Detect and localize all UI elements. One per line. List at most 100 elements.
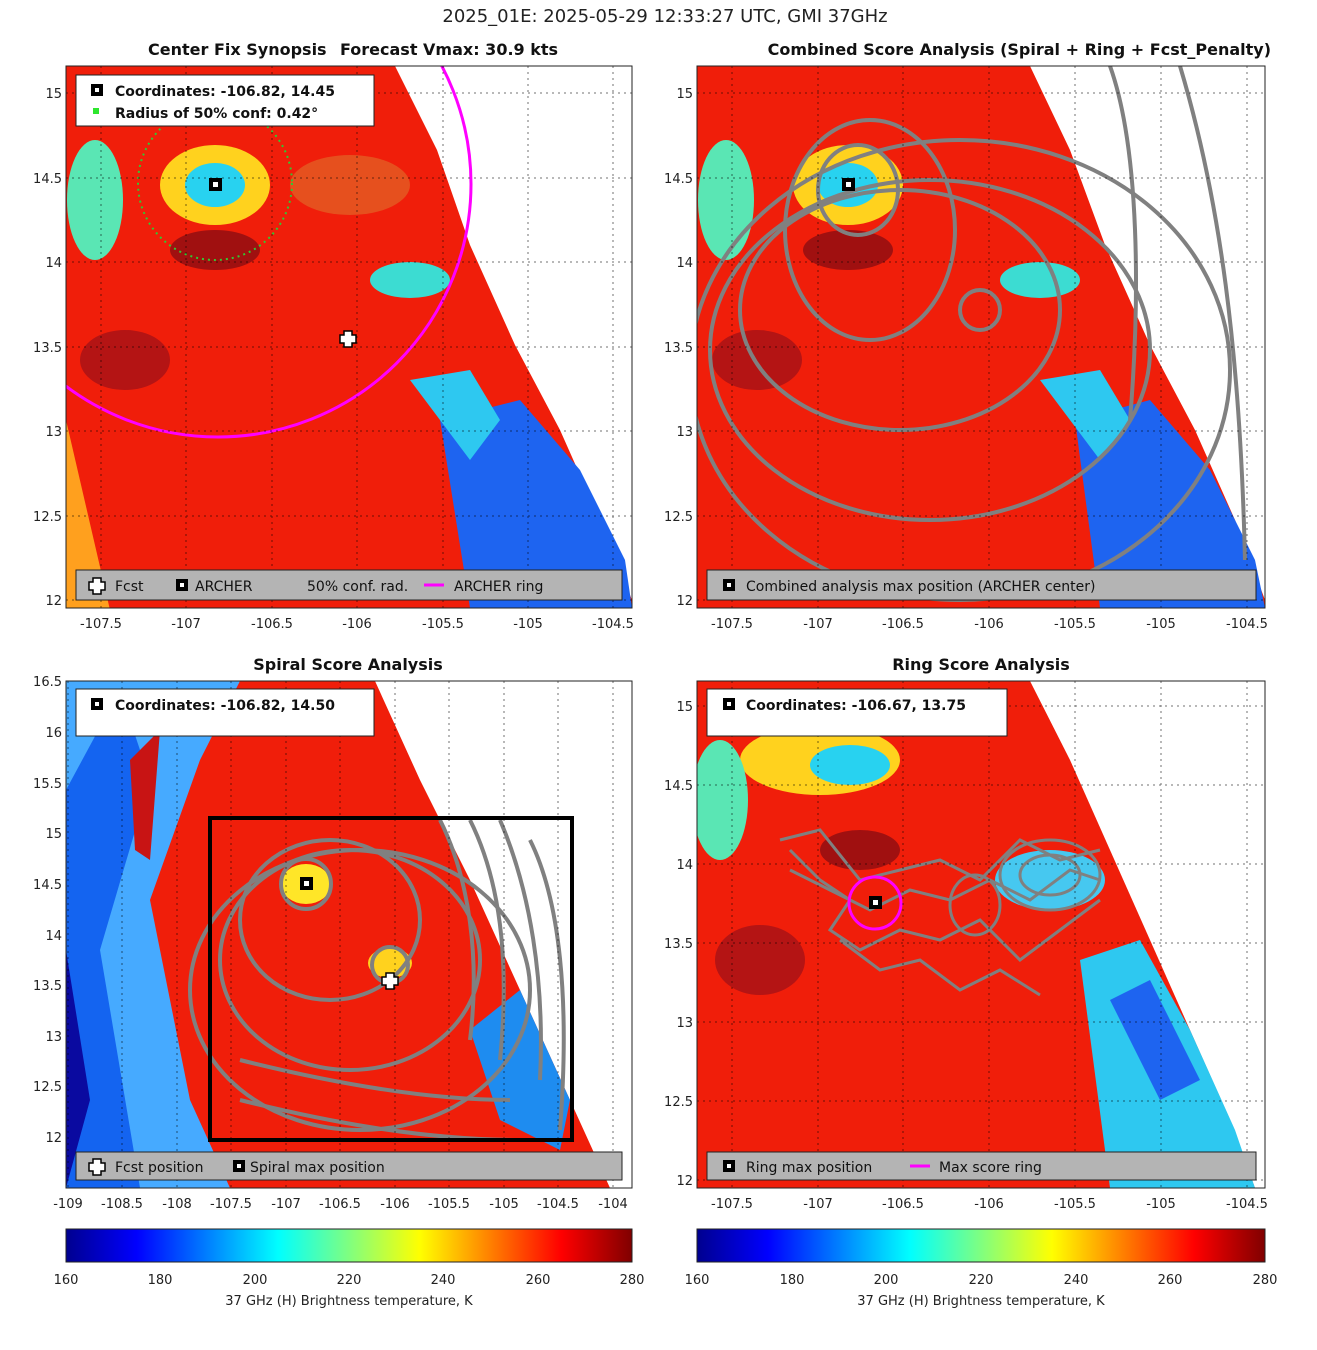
panel-ring: Ring Score Analysis (664, 655, 1268, 1212)
cb-tick: 160 (54, 1273, 79, 1288)
ytick: 13.5 (664, 937, 693, 952)
xtick: -106.5 (251, 617, 293, 632)
cb-tick: 240 (1064, 1273, 1089, 1288)
xtick: -107 (803, 1197, 833, 1212)
panel2-legend: Combined analysis max position (ARCHER c… (706, 569, 1257, 601)
ytick: 12.5 (664, 510, 693, 525)
legend-spiral-max: Spiral max position (250, 1160, 385, 1176)
panel4-max-ring (847, 875, 903, 931)
xtick: -108 (162, 1197, 192, 1212)
cb-tick: 260 (526, 1273, 551, 1288)
ytick: 12 (45, 1131, 62, 1146)
panel1-xticks: -107.5 -107 -106.5 -106 -105.5 -105 -104… (80, 617, 634, 632)
xtick: -107 (171, 617, 201, 632)
ytick: 16.5 (33, 675, 62, 690)
panel2-xticks: -107.5 -107 -106.5 -106 -105.5 -105 -104… (711, 617, 1268, 632)
panel3-grid (67, 681, 614, 1188)
cb-tick: 200 (243, 1273, 268, 1288)
panel3-max-marker (300, 877, 313, 890)
xtick: -105 (1146, 1197, 1176, 1212)
panel1-conf-circle (137, 105, 293, 261)
xtick: -104.5 (1226, 1197, 1268, 1212)
xtick: -109 (53, 1197, 83, 1212)
ytick: 12.5 (33, 1080, 62, 1095)
cb-tick: 200 (874, 1273, 899, 1288)
panel3-fcst-marker (381, 972, 399, 990)
panel1-cold-region (440, 400, 632, 608)
panel1-info-box: Coordinates: -106.82, 14.45 Radius of 50… (75, 74, 375, 127)
panel4-title: Ring Score Analysis (892, 655, 1070, 674)
ytick: 14.5 (33, 878, 62, 893)
xtick: -106 (342, 617, 372, 632)
legend-combined-max: Combined analysis max position (ARCHER c… (746, 579, 1095, 595)
ytick: 14.5 (664, 779, 693, 794)
legend-max-score-ring: Max score ring (939, 1160, 1042, 1176)
legend-fcst: Fcst (115, 579, 144, 595)
panel4-yticks: 12 12.5 13 13.5 14 14.5 15 (664, 700, 693, 1189)
ytick: 12 (676, 594, 693, 609)
xtick: -105.5 (1054, 1197, 1096, 1212)
panel2-title: Combined Score Analysis (Spiral + Ring +… (768, 40, 1271, 59)
panel3-legend: Fcst position Spiral max position (75, 1151, 623, 1181)
panel3-title: Spiral Score Analysis (253, 655, 443, 674)
panel4-xticks: -107.5 -107 -106.5 -106 -105.5 -105 -104… (711, 1197, 1268, 1212)
cb-tick: 220 (337, 1273, 362, 1288)
colorbar-label: 37 GHz (H) Brightness temperature, K (857, 1294, 1105, 1309)
colorbar-left: 160 180 200 220 240 260 280 37 GHz (H) B… (54, 1228, 645, 1309)
colorbar-label: 37 GHz (H) Brightness temperature, K (225, 1294, 473, 1309)
panel1-coords: Coordinates: -106.82, 14.45 (115, 84, 335, 100)
xtick: -105 (1146, 617, 1176, 632)
cb-tick: 280 (1253, 1273, 1278, 1288)
ytick: 13 (676, 425, 693, 440)
panel4-coords: Coordinates: -106.67, 13.75 (746, 698, 966, 714)
panel2-max-marker (842, 178, 855, 191)
cb-tick: 280 (620, 1273, 645, 1288)
ytick: 13.5 (664, 341, 693, 356)
ytick: 12.5 (664, 1095, 693, 1110)
ytick: 13 (676, 1016, 693, 1031)
legend-conf: 50% conf. rad. (307, 579, 408, 595)
xtick: -105.5 (422, 617, 464, 632)
xtick: -106 (380, 1197, 410, 1212)
ytick: 15.5 (33, 777, 62, 792)
xtick: -106.5 (319, 1197, 361, 1212)
panel-center-fix: Center Fix Synopsis Forecast Vmax: 30.9 … (33, 40, 634, 632)
ytick: 13 (45, 425, 62, 440)
panel3-coords: Coordinates: -106.82, 14.50 (115, 698, 335, 714)
ytick: 12.5 (33, 510, 62, 525)
xtick: -106 (974, 617, 1004, 632)
xtick: -105.5 (1054, 617, 1096, 632)
legend-ring-max: Ring max position (746, 1160, 872, 1176)
ytick: 13.5 (33, 341, 62, 356)
panel1-vmax: Forecast Vmax: 30.9 kts (340, 40, 558, 59)
xtick: -105 (489, 1197, 519, 1212)
panel1-archer-ring (66, 66, 473, 439)
ytick: 14.5 (664, 172, 693, 187)
panel1-title: Center Fix Synopsis (148, 40, 327, 59)
colorbar-right: 160 180 200 220 240 260 280 37 GHz (H) B… (685, 1228, 1278, 1309)
panel4-max-marker (869, 896, 882, 909)
panel-spiral: Spiral Score Analysis (33, 655, 633, 1212)
xtick: -107.5 (711, 617, 753, 632)
xtick: -106 (974, 1197, 1004, 1212)
ytick: 12 (676, 1174, 693, 1189)
panel1-radius: Radius of 50% conf: 0.42° (115, 106, 318, 122)
cb-tick: 180 (780, 1273, 805, 1288)
xtick: -104.5 (592, 617, 634, 632)
panel4-info-box: Coordinates: -106.67, 13.75 (706, 688, 1008, 737)
panel2-yticks: 12 12.5 13 13.5 14 14.5 15 (664, 87, 693, 609)
ytick: 15 (676, 87, 693, 102)
cb-tick: 180 (148, 1273, 173, 1288)
legend-fcst-position: Fcst position (115, 1160, 203, 1176)
ytick: 16 (45, 726, 62, 741)
ytick: 14 (45, 929, 62, 944)
panel1-archer-marker (209, 178, 222, 191)
cb-tick: 160 (685, 1273, 710, 1288)
panel3-info-box: Coordinates: -106.82, 14.50 (75, 688, 375, 737)
legend-archer: ARCHER (195, 579, 253, 595)
xtick: -108.5 (101, 1197, 143, 1212)
xtick: -107 (271, 1197, 301, 1212)
legend-archer-ring: ARCHER ring (454, 579, 543, 595)
panel1-fcst-marker (339, 330, 357, 348)
